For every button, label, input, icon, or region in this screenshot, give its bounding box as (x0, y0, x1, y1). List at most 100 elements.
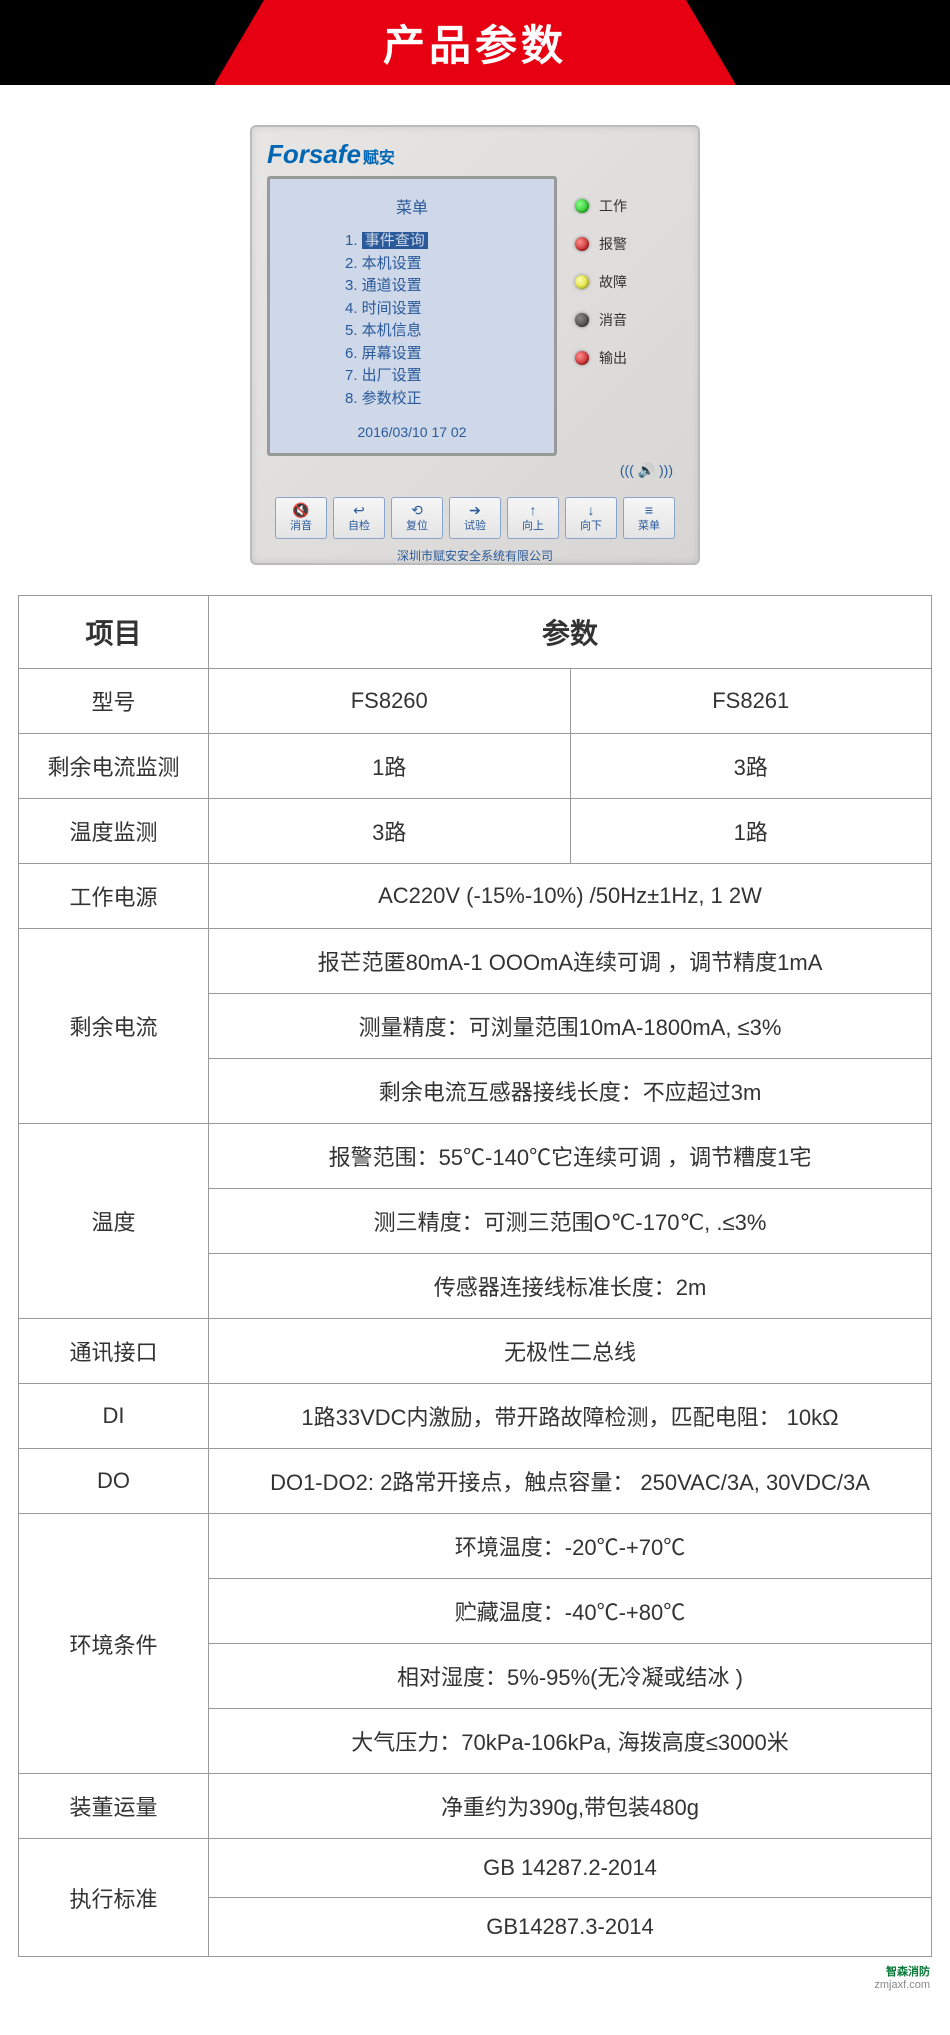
row-cell: DO1-DO2: 2路常开接点，触点容量： 250VAC/3A, 30VDC/3… (209, 1449, 932, 1514)
button-icon: ⟲ (411, 503, 423, 517)
row-cell: 贮藏温度：-40℃-+80℃ (209, 1579, 932, 1644)
row-cell: 测三精度：可测三范围O℃-170℃, .≤3% (209, 1189, 932, 1254)
row-cell: 报警范围：55℃-140℃它连续可调 ，调节糟度1宅 (209, 1124, 932, 1189)
header-center: 产品参数 (215, 0, 735, 85)
device-buttons: 🔇消音↩自检⟲复位➔试验↑向上↓向下≡菜单 (267, 497, 683, 539)
brand-en: Forsafe (267, 139, 361, 169)
led-row: 故障 (575, 272, 627, 292)
button-icon: ↑ (530, 503, 537, 517)
table-row: 剩余电流报芒范匿80mA-1 OOOmA连续可调 ，调节精度1mA (19, 929, 932, 994)
screen-menu-item: 6. 屏幕设置 (345, 343, 539, 366)
device-button[interactable]: ↓向下 (565, 497, 617, 539)
row-label: 温度 (19, 1124, 209, 1319)
row-cell: GB14287.3-2014 (209, 1898, 932, 1957)
button-label: 向上 (522, 517, 544, 533)
screen-menu-item: 5. 本机信息 (345, 320, 539, 343)
spec-table: 项目 参数 型号FS8260FS8261剩余电流监测1路3路温度监测3路1路工作… (18, 595, 932, 1957)
button-icon: ≡ (645, 503, 653, 517)
table-head-row: 项目 参数 (19, 596, 932, 669)
table-row: 执行标准GB 14287.2-2014 (19, 1839, 932, 1898)
screen-menu-item: 4. 时间设置 (345, 298, 539, 321)
led-yellow-icon (575, 275, 589, 289)
led-label: 故障 (599, 272, 627, 292)
device-screen: 菜单 1. 事件查询2. 本机设置3. 通道设置4. 时间设置5. 本机信息6.… (267, 176, 557, 456)
table-row: 温度报警范围：55℃-140℃它连续可调 ，调节糟度1宅 (19, 1124, 932, 1189)
row-cell: 3路 (209, 799, 571, 864)
row-label: 通讯接口 (19, 1319, 209, 1384)
header-title: 产品参数 (383, 12, 567, 73)
led-dark-icon (575, 313, 589, 327)
row-cell: 3路 (570, 734, 932, 799)
button-label: 菜单 (638, 517, 660, 533)
row-label: DI (19, 1384, 209, 1449)
button-icon: ↩ (353, 503, 365, 517)
device-main: 菜单 1. 事件查询2. 本机设置3. 通道设置4. 时间设置5. 本机信息6.… (267, 176, 683, 456)
brand-cn: 赋安 (363, 150, 395, 167)
speaker-icon: ((( 🔊 ))) (267, 462, 683, 479)
th-param: 参数 (209, 596, 932, 669)
led-label: 报警 (599, 234, 627, 254)
watermark: 智森消防 zmjaxf.com (0, 1963, 950, 1991)
device-button[interactable]: 🔇消音 (275, 497, 327, 539)
row-cell: 测量精度：可浏量范围10mA-1800mA, ≤3% (209, 994, 932, 1059)
led-red-icon (575, 351, 589, 365)
led-red-icon (575, 237, 589, 251)
table-row: 温度监测3路1路 (19, 799, 932, 864)
device-button[interactable]: ↩自检 (333, 497, 385, 539)
table-row: DI1路33VDC内激励，带开路故障检测，匹配电阻： 10kΩ (19, 1384, 932, 1449)
button-label: 消音 (290, 517, 312, 533)
table-row: 剩余电流监测1路3路 (19, 734, 932, 799)
led-label: 工作 (599, 196, 627, 216)
row-cell: FS8261 (570, 669, 932, 734)
screen-menu-item: 2. 本机设置 (345, 253, 539, 276)
row-label: 剩余电流监测 (19, 734, 209, 799)
led-label: 消音 (599, 310, 627, 330)
button-label: 复位 (406, 517, 428, 533)
row-cell: 无极性二总线 (209, 1319, 932, 1384)
row-label: 环境条件 (19, 1514, 209, 1774)
button-label: 向下 (580, 517, 602, 533)
header-banner: 产品参数 (0, 0, 950, 85)
screen-menu: 1. 事件查询2. 本机设置3. 通道设置4. 时间设置5. 本机信息6. 屏幕… (285, 230, 539, 410)
screen-date: 2016/03/10 17 02 (285, 424, 539, 440)
led-row: 工作 (575, 196, 627, 216)
screen-menu-item: 7. 出厂设置 (345, 365, 539, 388)
device: Forsafe赋安 菜单 1. 事件查询2. 本机设置3. 通道设置4. 时间设… (250, 125, 700, 565)
device-button[interactable]: ≡菜单 (623, 497, 675, 539)
table-row: 通讯接口无极性二总线 (19, 1319, 932, 1384)
row-label: 剩余电流 (19, 929, 209, 1124)
row-cell: 传感器连接线标准长度：2m (209, 1254, 932, 1319)
table-row: 型号FS8260FS8261 (19, 669, 932, 734)
device-button[interactable]: ↑向上 (507, 497, 559, 539)
row-cell: GB 14287.2-2014 (209, 1839, 932, 1898)
row-label: 型号 (19, 669, 209, 734)
row-cell: 1路 (570, 799, 932, 864)
watermark-url: zmjaxf.com (874, 1979, 930, 1991)
screen-menu-item: 1. 事件查询 (345, 230, 539, 253)
row-cell: 1路 (209, 734, 571, 799)
row-label: DO (19, 1449, 209, 1514)
row-cell: AC220V (-15%-10%) /50Hz±1Hz, 1 2W (209, 864, 932, 929)
led-label: 输出 (599, 348, 627, 368)
table-row: 环境条件环境温度：-20℃-+70℃ (19, 1514, 932, 1579)
led-row: 输出 (575, 348, 627, 368)
screen-menu-item: 8. 参数校正 (345, 388, 539, 411)
th-item: 项目 (19, 596, 209, 669)
button-icon: ➔ (469, 503, 481, 517)
row-cell: 报芒范匿80mA-1 OOOmA连续可调 ，调节精度1mA (209, 929, 932, 994)
led-row: 报警 (575, 234, 627, 254)
button-label: 试验 (464, 517, 486, 533)
device-footer: 深圳市赋安安全系统有限公司 (267, 547, 683, 564)
screen-menu-item: 3. 通道设置 (345, 275, 539, 298)
watermark-brand: 智森消防 (886, 1966, 930, 1978)
button-icon: ↓ (588, 503, 595, 517)
row-cell: 相对湿度：5%-95%(无冷凝或结冰 ) (209, 1644, 932, 1709)
table-row: DODO1-DO2: 2路常开接点，触点容量： 250VAC/3A, 30VDC… (19, 1449, 932, 1514)
button-icon: 🔇 (292, 503, 309, 517)
row-label: 执行标准 (19, 1839, 209, 1957)
device-section: Forsafe赋安 菜单 1. 事件查询2. 本机设置3. 通道设置4. 时间设… (0, 85, 950, 595)
screen-title: 菜单 (285, 194, 539, 218)
row-label: 工作电源 (19, 864, 209, 929)
device-button[interactable]: ➔试验 (449, 497, 501, 539)
device-button[interactable]: ⟲复位 (391, 497, 443, 539)
